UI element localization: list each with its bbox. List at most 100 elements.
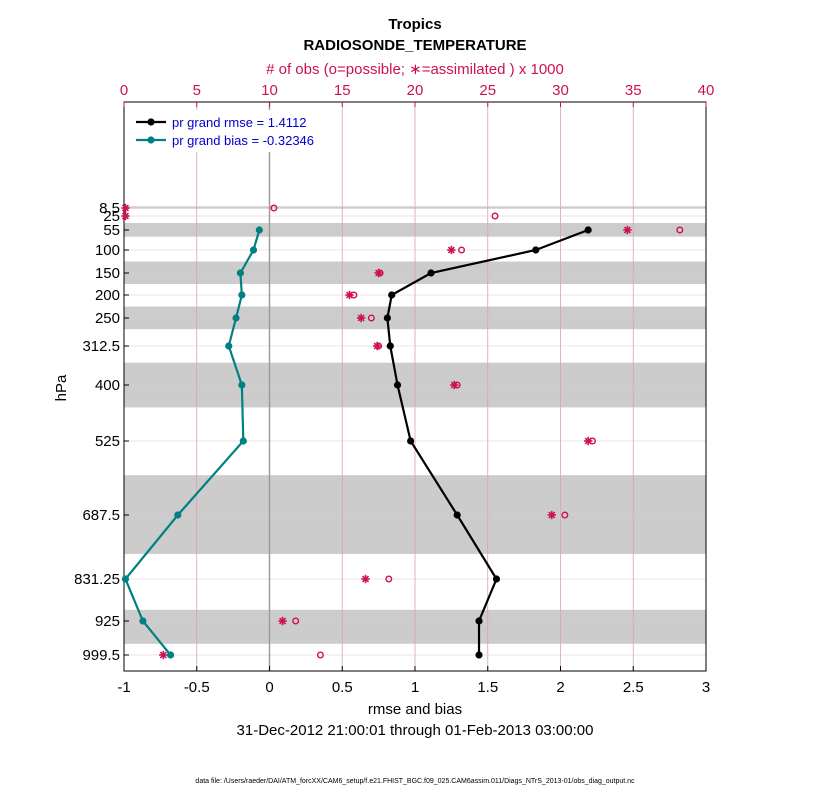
obs-possible-marker bbox=[491, 212, 499, 220]
rmse-data-point bbox=[383, 314, 391, 322]
asterisk-stroke bbox=[548, 511, 556, 519]
legend-bias-label: pr grand bias = -0.32346 bbox=[172, 133, 314, 148]
top-tick-label: 5 bbox=[193, 82, 201, 99]
y-tick-label: 400 bbox=[95, 377, 120, 394]
top-axis-label: # of obs (o=possible; ∗=assimilated ) x … bbox=[266, 61, 564, 78]
asterisk-stroke bbox=[121, 204, 129, 212]
bias-data-point bbox=[238, 291, 246, 299]
obs-assimilated-marker bbox=[361, 574, 370, 584]
x-tick-label: 2.5 bbox=[623, 679, 644, 696]
obs-assimilated-marker bbox=[356, 313, 366, 323]
bias-data-point bbox=[249, 246, 258, 254]
x-tick-label: -0.5 bbox=[184, 679, 210, 696]
rmse-data-point bbox=[475, 617, 483, 625]
legend-rmse-label: pr grand rmse = 1.4112 bbox=[172, 115, 307, 130]
asterisk-stroke bbox=[584, 437, 592, 445]
obs-assimilated-marker bbox=[278, 616, 287, 626]
rmse-data-point bbox=[386, 342, 394, 350]
obs-assimilated-marker bbox=[623, 225, 632, 235]
rmse-data-point bbox=[475, 651, 483, 659]
asterisk-stroke bbox=[121, 212, 129, 220]
rmse-data-point bbox=[393, 381, 402, 389]
rmse-data-point bbox=[388, 291, 396, 299]
rmse-series-line bbox=[386, 228, 589, 655]
y-tick-label: 999.5 bbox=[82, 647, 120, 664]
bias-data-point bbox=[255, 226, 263, 234]
obs-possible-marker bbox=[270, 204, 278, 212]
obs-assimilated-marker bbox=[447, 245, 456, 255]
y-axis-label: hPa bbox=[53, 374, 70, 401]
obs-possible-marker bbox=[458, 246, 466, 254]
x-tick-label: 1.5 bbox=[477, 679, 498, 696]
obs-assimilated-marker bbox=[374, 268, 383, 278]
top-tick-label: 20 bbox=[407, 82, 424, 99]
legend-marker bbox=[147, 118, 155, 126]
y-tick-label: 525 bbox=[95, 433, 120, 450]
obs-assimilated-marker bbox=[450, 380, 459, 390]
obs-possible-marker bbox=[292, 617, 300, 625]
y-tick-label: 925 bbox=[95, 613, 120, 630]
asterisk-stroke bbox=[357, 314, 365, 322]
obs-assimilated-marker bbox=[121, 211, 130, 221]
x-tick-label: 0 bbox=[265, 679, 273, 696]
bias-data-point bbox=[225, 342, 233, 350]
legend-box bbox=[132, 110, 332, 152]
asterisk-stroke bbox=[373, 342, 381, 350]
bias-data-point bbox=[232, 314, 240, 322]
x-tick-label: 3 bbox=[702, 679, 710, 696]
bias-data-point bbox=[121, 575, 130, 583]
bias-data-point bbox=[166, 651, 175, 659]
y-tick-label: 831.25 bbox=[74, 571, 120, 588]
top-tick-label: 35 bbox=[625, 82, 642, 99]
asterisk-stroke bbox=[361, 575, 370, 583]
bias-data-point bbox=[238, 381, 246, 389]
asterisk-stroke bbox=[447, 246, 455, 254]
asterisk-stroke bbox=[279, 617, 287, 625]
rmse-data-point bbox=[584, 226, 592, 234]
y-tick-label: 312.5 bbox=[82, 338, 120, 355]
chart-subtitle: RADIOSONDE_TEMPERATURE bbox=[303, 37, 526, 54]
chart-title: Tropics bbox=[388, 16, 441, 33]
y-tick-label: 25 bbox=[103, 208, 120, 225]
x-tick-label: -1 bbox=[117, 679, 130, 696]
rmse-data-point bbox=[453, 511, 461, 519]
top-tick-label: 40 bbox=[698, 82, 715, 99]
top-tick-label: 10 bbox=[261, 82, 278, 99]
rmse-data-point bbox=[532, 246, 540, 254]
asterisk-stroke bbox=[623, 226, 631, 234]
bias-series-line bbox=[124, 229, 261, 656]
asterisk-stroke bbox=[375, 269, 383, 277]
top-tick-label: 0 bbox=[120, 82, 128, 99]
plot-background-layer bbox=[123, 102, 707, 671]
x-tick-label: 2 bbox=[556, 679, 564, 696]
obs-assimilated-marker bbox=[372, 341, 382, 351]
bias-data-point bbox=[239, 437, 247, 445]
obs-possible-marker bbox=[676, 226, 684, 234]
asterisk-stroke bbox=[345, 291, 354, 299]
bias-data-point bbox=[236, 269, 244, 277]
y-tick-label: 100 bbox=[95, 242, 120, 259]
rmse-data-point bbox=[407, 437, 415, 445]
obs-assimilated-marker bbox=[159, 650, 168, 660]
legend-marker bbox=[147, 136, 155, 144]
x-tick-label: 0.5 bbox=[332, 679, 353, 696]
asterisk-stroke bbox=[159, 651, 167, 659]
obs-assimilated-marker bbox=[345, 290, 354, 300]
y-tick-label: 200 bbox=[95, 287, 120, 304]
y-tick-label: 150 bbox=[95, 265, 120, 282]
x-axis-label: rmse and bias bbox=[368, 701, 462, 718]
y-tick-label: 687.5 bbox=[82, 507, 120, 524]
bias-data-point bbox=[174, 511, 182, 519]
obs-possible-marker bbox=[385, 575, 393, 583]
y-tick-label: 250 bbox=[95, 310, 120, 327]
obs-possible-marker bbox=[367, 314, 375, 322]
y-tick-label: 55 bbox=[103, 222, 120, 239]
time-range-label: 31-Dec-2012 21:00:01 through 01-Feb-2013… bbox=[237, 722, 594, 739]
obs-assimilated-marker bbox=[583, 436, 593, 446]
y-tick-label: 8.5 bbox=[99, 200, 120, 217]
obs-possible-marker bbox=[316, 651, 324, 659]
asterisk-stroke bbox=[450, 381, 458, 389]
top-tick-label: 15 bbox=[334, 82, 351, 99]
